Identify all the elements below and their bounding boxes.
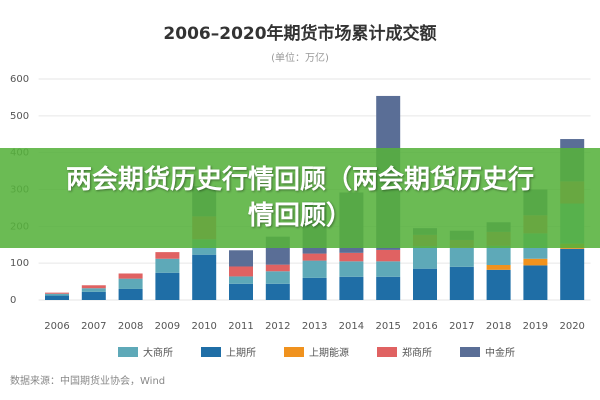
bar-segment [155,272,180,300]
x-tick-label: 2018 [486,321,511,332]
bar-segment [302,253,327,261]
x-tick-label: 2015 [375,321,400,332]
bar-segment [229,276,253,284]
bar-segment [413,268,437,300]
legend-label: 郑商所 [402,346,432,359]
legend-label: 中金所 [485,346,515,359]
bar-segment [192,254,217,300]
x-tick-label: 2010 [191,321,216,332]
bar-segment [523,265,548,300]
x-tick-label: 2019 [523,321,548,332]
bar-segment [486,265,511,270]
bar-segment [229,283,253,300]
bar-segment [229,266,253,277]
bar-segment [81,285,106,289]
bar-segment [376,261,401,277]
bar-segment [155,252,180,259]
bar-segment [265,283,290,300]
bar-segment [339,261,364,277]
bar-segment [376,249,401,262]
legend-swatch [460,347,480,357]
x-tick-label: 2008 [118,321,143,332]
bar-segment [449,247,474,267]
bar-segment [45,292,69,294]
x-tick-label: 2006 [44,321,69,332]
bar-segment [376,276,401,300]
x-tick-label: 2017 [449,321,474,332]
banner: 两会期货历史行情回顾（两会期货历史行情回顾） [0,148,600,248]
legend-swatch [201,347,221,357]
x-tick-label: 2011 [228,321,253,332]
bar-segment [486,269,511,300]
source: 数据来源：中国期货业协会，Wind [10,374,165,387]
y-tick-label: 500 [10,111,29,122]
bar-segment [560,248,585,300]
bar-segment [413,246,437,269]
x-tick-label: 2009 [155,321,180,332]
bar-segment [339,252,364,262]
banner-text: 两会期货历史行情回顾（两会期货历史行情回顾） [65,165,534,231]
bar-segment [302,260,327,278]
x-tick-label: 2014 [339,321,364,332]
y-tick-label: 600 [10,74,29,85]
chart-subtitle: (单位：万亿) [271,51,329,64]
bar-segment [81,291,106,300]
bar-segment [265,271,290,284]
legend-label: 上期所 [226,347,256,359]
bar-segment [155,258,180,273]
bar-segment [339,276,364,300]
legend-label: 上期能源 [309,346,349,359]
chart-title: 2006–2020年期货市场累计成交额 [163,23,436,44]
bar-segment [118,278,143,289]
x-tick-label: 2012 [265,321,290,332]
legend-label: 大商所 [143,346,173,359]
legend-swatch [118,347,138,357]
bar-segment [302,277,327,300]
legend-swatch [377,347,397,357]
y-tick-label: 0 [10,295,16,306]
bar-segment [229,250,253,267]
bar-segment [523,258,548,266]
x-tick-label: 2020 [559,321,584,332]
y-tick-label: 100 [10,258,29,269]
x-tick-label: 2007 [81,321,106,332]
x-tick-label: 2013 [302,321,327,332]
bar-segment [45,293,69,296]
bar-segment [81,288,106,292]
bar-segment [45,295,69,300]
bar-segment [449,266,474,300]
bar-segment [486,245,511,266]
bar-segment [265,264,290,272]
x-tick-label: 2016 [412,321,437,332]
bar-segment [118,288,143,300]
bar-segment [118,273,143,279]
legend-swatch [284,347,304,357]
